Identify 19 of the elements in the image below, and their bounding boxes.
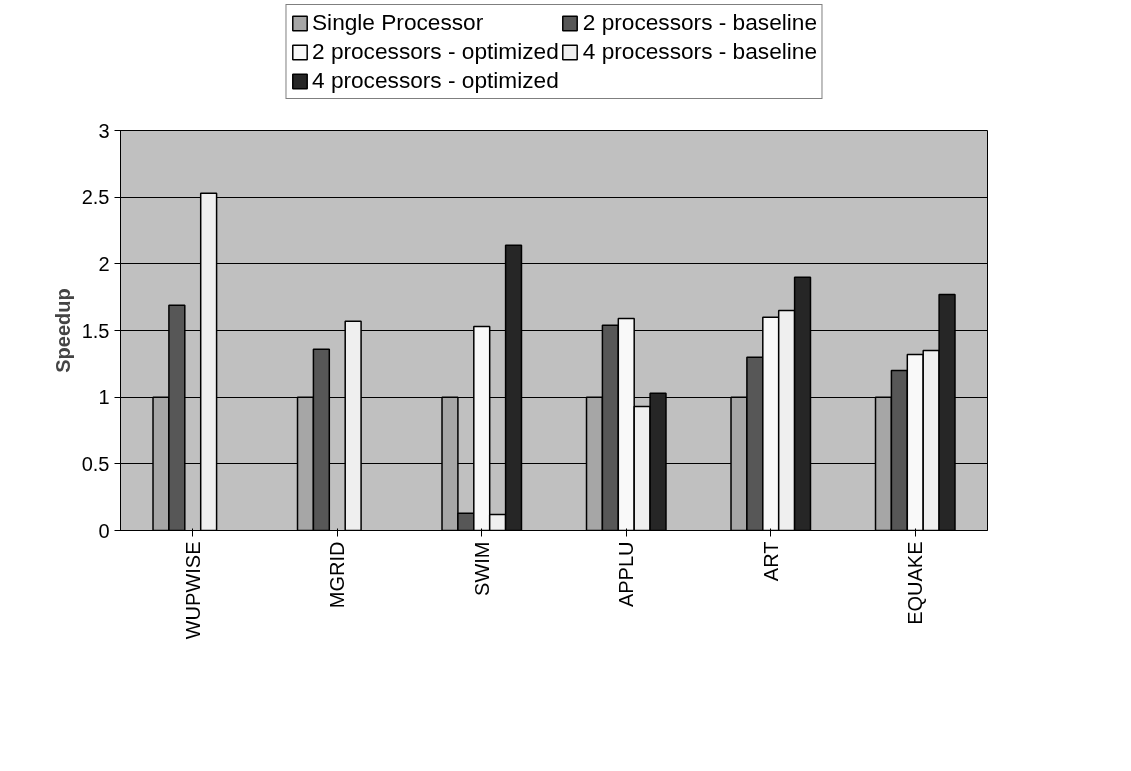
- legend-label: 4 processors - baseline: [582, 38, 818, 65]
- y-tick-label: 2.5: [81, 186, 110, 209]
- y-axis-title: Speedup: [51, 288, 74, 373]
- y-tick-label: 1.5: [81, 319, 110, 342]
- x-tick-label: ART: [759, 541, 782, 582]
- legend-label: 2 processors - optimized: [311, 38, 559, 65]
- x-tick-label: MGRID: [326, 541, 349, 609]
- legend-label: Single Processor: [311, 9, 484, 36]
- legend-label: 4 processors - optimized: [311, 67, 559, 94]
- y-tick-label: 1: [98, 386, 110, 409]
- y-tick-label: 0.5: [81, 452, 110, 475]
- y-tick-label: 3: [98, 119, 110, 142]
- y-tick-label: 2: [98, 252, 110, 275]
- x-tick-label: WUPWISE: [181, 541, 204, 640]
- x-tick-label: EQUAKE: [904, 541, 927, 625]
- y-tick-label: 0: [98, 519, 110, 542]
- x-tick-label: APPLU: [615, 541, 638, 608]
- legend-label: 2 processors - baseline: [582, 9, 818, 36]
- x-tick-label: SWIM: [470, 541, 493, 596]
